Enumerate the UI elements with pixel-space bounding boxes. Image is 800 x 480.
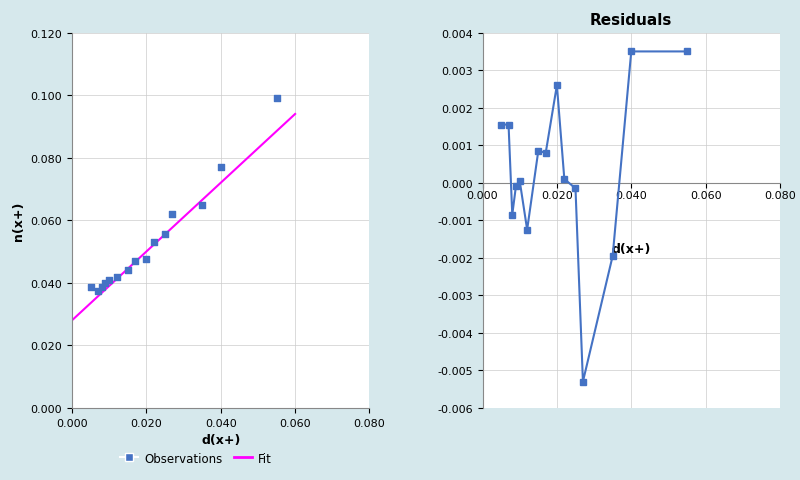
Fit bbox=[67, 318, 77, 324]
Observations bbox=[147, 239, 160, 247]
Fit bbox=[290, 112, 300, 118]
Observations bbox=[122, 267, 134, 275]
Observations bbox=[92, 287, 105, 295]
Observations bbox=[270, 95, 283, 103]
Observations bbox=[166, 211, 178, 218]
Observations bbox=[129, 257, 142, 265]
Observations bbox=[140, 256, 153, 264]
Observations bbox=[196, 202, 209, 209]
Observations bbox=[110, 273, 123, 281]
Observations bbox=[214, 164, 227, 172]
Line: Fit: Fit bbox=[72, 115, 295, 321]
Observations bbox=[95, 284, 108, 292]
Observations bbox=[158, 231, 171, 239]
Title: Residuals: Residuals bbox=[590, 13, 673, 28]
Legend: Observations, Fit: Observations, Fit bbox=[116, 447, 276, 469]
Observations bbox=[99, 279, 112, 287]
Observations bbox=[102, 276, 115, 284]
Y-axis label: n(x+): n(x+) bbox=[12, 201, 25, 240]
Observations bbox=[84, 284, 97, 292]
X-axis label: d(x+): d(x+) bbox=[611, 242, 651, 255]
X-axis label: d(x+): d(x+) bbox=[201, 433, 241, 446]
